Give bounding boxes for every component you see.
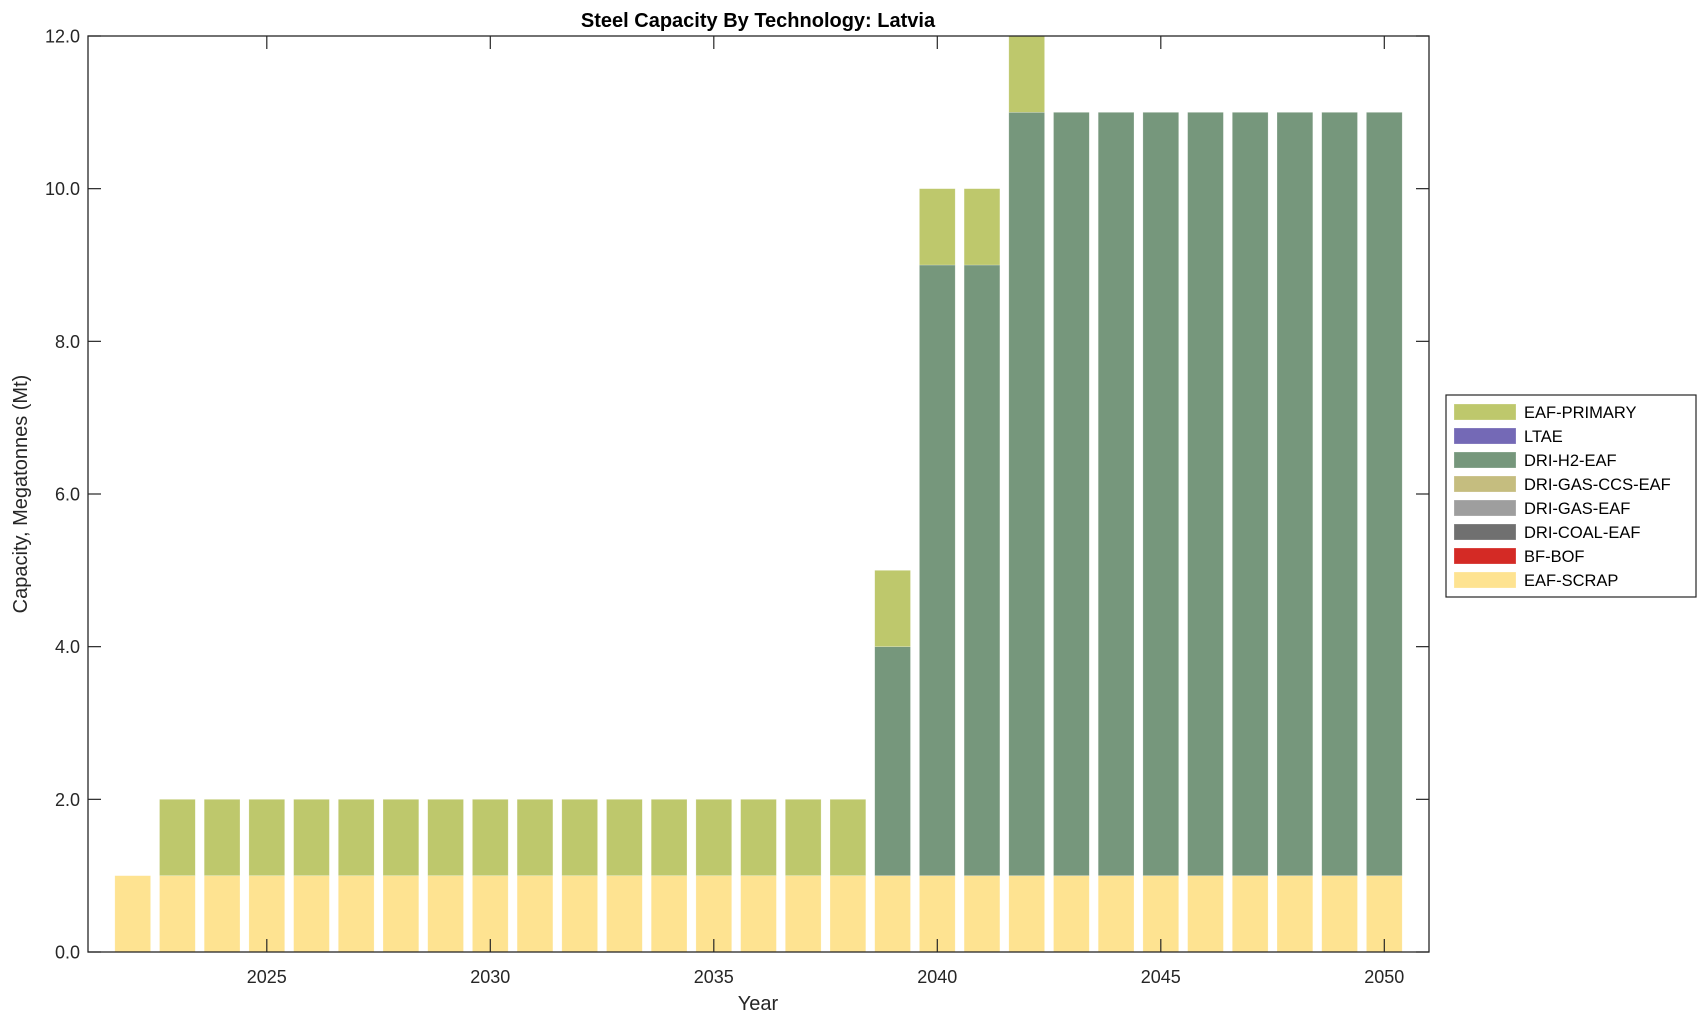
x-tick-label: 2030 [470, 967, 510, 987]
bar-eaf-primary-2026 [293, 799, 330, 876]
legend-swatch-bf-bof [1453, 547, 1517, 565]
bar-eaf-scrap-2033 [606, 875, 643, 953]
legend-label-bf-bof: BF-BOF [1524, 548, 1585, 566]
legend-label-dri-h2-eaf: DRI-H2-EAF [1524, 452, 1617, 470]
x-tick-label: 2025 [247, 967, 287, 987]
bar-eaf-scrap-2026 [293, 875, 330, 953]
bar-eaf-scrap-2024 [203, 875, 241, 953]
bar-dri-h2-eaf-2045 [1142, 112, 1179, 876]
bar-dri-h2-eaf-2044 [1097, 112, 1135, 876]
bar-eaf-primary-2025 [248, 799, 285, 876]
y-axis-label: Capacity, Megatonnes (Mt) [10, 375, 32, 614]
bar-eaf-scrap-2029 [427, 875, 464, 953]
bar-eaf-primary-2028 [382, 799, 420, 876]
bar-eaf-primary-2039 [874, 570, 911, 647]
bar-eaf-primary-2034 [650, 799, 688, 876]
bar-eaf-primary-2042 [1008, 35, 1045, 113]
bar-eaf-scrap-2036 [740, 875, 777, 953]
bar-eaf-scrap-2037 [785, 875, 822, 953]
bar-eaf-scrap-2046 [1187, 875, 1224, 953]
bar-eaf-primary-2031 [516, 799, 554, 876]
bar-eaf-scrap-2034 [650, 875, 688, 953]
bar-eaf-primary-2038 [829, 799, 867, 876]
bar-eaf-scrap-2049 [1321, 875, 1358, 953]
bar-dri-h2-eaf-2042 [1008, 112, 1045, 876]
x-tick-label: 2050 [1364, 967, 1404, 987]
bars-group [114, 35, 1403, 953]
legend-swatch-dri-coal-eaf [1453, 523, 1517, 541]
legend-label-dri-coal-eaf: DRI-COAL-EAF [1524, 524, 1640, 542]
x-tick-label: 2045 [1141, 967, 1181, 987]
x-tick-label: 2035 [694, 967, 734, 987]
bar-eaf-scrap-2023 [159, 875, 196, 953]
bar-eaf-scrap-2028 [382, 875, 420, 953]
bar-eaf-scrap-2035 [695, 875, 732, 953]
legend-swatch-dri-h2-eaf [1453, 451, 1517, 469]
y-tick-label: 12.0 [45, 27, 80, 47]
bar-eaf-scrap-2038 [829, 875, 867, 953]
legend-label-eaf-scrap: EAF-SCRAP [1524, 572, 1618, 590]
bar-eaf-scrap-2041 [963, 875, 1001, 953]
chart-title: Steel Capacity By Technology: Latvia [581, 10, 936, 32]
bar-dri-h2-eaf-2050 [1366, 112, 1403, 876]
y-tick-label: 4.0 [55, 637, 80, 657]
legend-swatch-dri-gas-ccs-eaf [1453, 475, 1517, 493]
bar-eaf-scrap-2039 [874, 875, 911, 953]
legend-label-dri-gas-eaf: DRI-GAS-EAF [1524, 500, 1630, 518]
bar-eaf-scrap-2032 [561, 875, 598, 953]
bar-dri-h2-eaf-2047 [1232, 112, 1269, 876]
legend-label-eaf-primary: EAF-PRIMARY [1524, 404, 1636, 422]
legend-swatch-eaf-scrap [1453, 571, 1517, 589]
bar-dri-h2-eaf-2048 [1276, 112, 1314, 876]
bar-eaf-primary-2027 [338, 799, 375, 876]
bar-eaf-scrap-2042 [1008, 875, 1045, 953]
legend-label-ltae: LTAE [1524, 428, 1563, 446]
y-tick-label: 2.0 [55, 790, 80, 810]
y-tick-label: 6.0 [55, 485, 80, 505]
y-tick-label: 10.0 [45, 179, 80, 199]
bar-eaf-primary-2041 [963, 188, 1001, 266]
bar-dri-h2-eaf-2049 [1321, 112, 1358, 876]
legend: EAF-PRIMARY LTAE DRI-H2-EAF DRI-GAS-CCS-EAF… [1445, 394, 1697, 598]
y-tick-label: 8.0 [55, 332, 80, 352]
bar-eaf-primary-2030 [472, 799, 509, 876]
legend-box [1445, 394, 1697, 598]
bar-eaf-primary-2029 [427, 799, 464, 876]
bar-eaf-primary-2035 [695, 799, 732, 876]
y-tick-label: 0.0 [55, 943, 80, 963]
bar-eaf-primary-2037 [785, 799, 822, 876]
x-axis: 2025 2030 2035 2040 2045 2050 [247, 36, 1404, 987]
bar-eaf-scrap-2048 [1276, 875, 1314, 953]
bar-eaf-scrap-2027 [338, 875, 375, 953]
x-axis-label: Year [738, 993, 779, 1015]
bar-dri-h2-eaf-2039 [874, 646, 911, 876]
bar-eaf-scrap-2022 [114, 875, 151, 953]
bar-eaf-scrap-2031 [516, 875, 554, 953]
legend-swatch-eaf-primary [1453, 403, 1517, 421]
bar-dri-h2-eaf-2040 [919, 264, 956, 876]
bar-eaf-primary-2040 [919, 188, 956, 266]
bar-dri-h2-eaf-2043 [1053, 112, 1090, 876]
y-axis: 0.0 2.0 4.0 6.0 8.0 10.0 12.0 [45, 27, 1429, 963]
bar-dri-h2-eaf-2046 [1187, 112, 1224, 876]
bar-dri-h2-eaf-2041 [963, 264, 1001, 876]
bar-eaf-scrap-2044 [1097, 875, 1135, 953]
legend-swatch-ltae [1453, 427, 1517, 445]
bar-eaf-scrap-2047 [1232, 875, 1269, 953]
bar-eaf-scrap-2043 [1053, 875, 1090, 953]
legend-swatch-dri-gas-eaf [1453, 499, 1517, 517]
bar-eaf-primary-2024 [203, 799, 241, 876]
legend-label-dri-gas-ccs-eaf: DRI-GAS-CCS-EAF [1524, 476, 1671, 494]
bar-eaf-primary-2032 [561, 799, 598, 876]
bar-eaf-primary-2033 [606, 799, 643, 876]
bar-eaf-primary-2036 [740, 799, 777, 876]
bar-eaf-primary-2023 [159, 799, 196, 876]
x-tick-label: 2040 [917, 967, 957, 987]
